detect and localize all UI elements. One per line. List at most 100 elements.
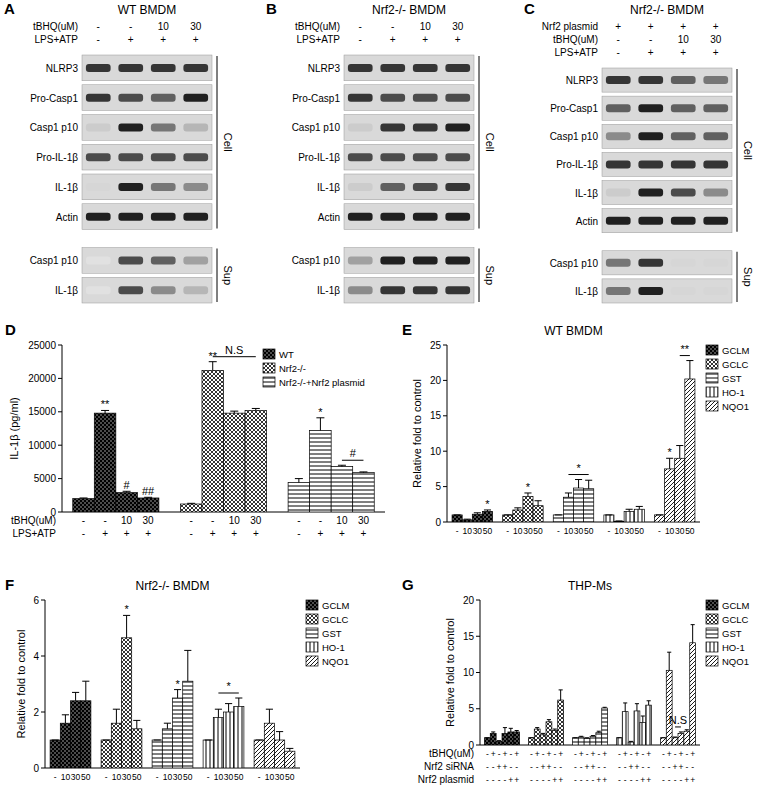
group-bracket (217, 249, 218, 303)
band (413, 64, 438, 72)
band (118, 213, 143, 221)
bar (254, 740, 264, 768)
error-bar (535, 728, 539, 729)
row-label: Casp1 p10 (292, 122, 341, 133)
blot-strip (602, 124, 732, 148)
x-tick-label: - (258, 772, 261, 782)
x-tick-label: - (662, 749, 665, 759)
bar (183, 681, 193, 768)
band (86, 64, 111, 72)
band (151, 183, 176, 191)
legend-swatch (706, 387, 718, 397)
band (348, 153, 373, 161)
row-label: NLRP3 (566, 75, 599, 86)
blot-strip (344, 174, 474, 200)
band (413, 213, 438, 221)
x-tick-label: - (54, 772, 57, 782)
row-label: Casp1 p10 (30, 122, 79, 133)
legend-swatch (706, 345, 718, 355)
error-bar (529, 737, 533, 738)
band (413, 94, 438, 102)
band (606, 104, 631, 112)
legend-swatch (706, 642, 718, 652)
band (183, 256, 208, 264)
bar (602, 708, 608, 745)
x-tick-label: + (210, 528, 216, 539)
error-bar (295, 479, 303, 483)
annotation: * (175, 678, 180, 690)
error-bar (497, 740, 501, 742)
x-tick-label: - (486, 749, 489, 759)
band (380, 286, 405, 294)
y-tick (443, 522, 447, 523)
error-bar (485, 737, 489, 738)
header-value: 10 (678, 34, 690, 45)
band (445, 94, 470, 102)
y-tick (41, 600, 45, 601)
error-bar (509, 728, 513, 732)
y-tick-label: 20 (463, 595, 475, 606)
x-tick-label: + (602, 749, 607, 759)
band (118, 94, 143, 102)
band (183, 64, 208, 72)
band (86, 286, 111, 294)
band (606, 287, 631, 295)
panel-letter: D (5, 321, 16, 338)
legend-swatch (706, 614, 718, 624)
x-tick-label: - (597, 749, 600, 759)
x-tick-label: - (486, 775, 489, 785)
band (380, 183, 405, 191)
bar (624, 511, 634, 522)
x-tick-label: + (634, 749, 639, 759)
x-tick-label: 50 (483, 526, 493, 536)
x-tick-label: - (297, 515, 300, 526)
band (671, 217, 696, 225)
y-tick-label: 10000 (28, 440, 56, 451)
x-tick-label: - (319, 515, 322, 526)
header-value: + (128, 34, 134, 45)
panel-letter: E (402, 321, 412, 338)
legend-label: Nrf2-/- (279, 363, 306, 374)
x-tick-label: + (558, 749, 563, 759)
x-tick-label: - (586, 749, 589, 759)
x-row-label: LPS+ATP (13, 528, 57, 539)
blot-strip (602, 68, 732, 92)
bar (678, 733, 684, 745)
row-label: Casp1 p10 (550, 131, 599, 142)
row-label: Casp1 p10 (550, 258, 599, 269)
annotation: * (124, 603, 129, 615)
legend: WTNrf2-/-Nrf2-/-+Nrf2 plasmid (263, 349, 365, 388)
band (671, 287, 696, 295)
legend-swatch (306, 614, 318, 624)
bar (553, 515, 563, 522)
x-tick-label: 50 (685, 526, 695, 536)
annotation: * (526, 481, 531, 493)
error-bar (266, 709, 273, 723)
x-tick-label: - (190, 515, 193, 526)
y-tick (443, 486, 447, 487)
annotation-bracket (568, 474, 588, 475)
y-tick-label: 15000 (28, 406, 56, 417)
legend: GCLMGCLCGSTHO-1NQO1 (306, 600, 350, 667)
band (151, 123, 176, 131)
row-label: IL-1β (55, 285, 78, 296)
error-bar (676, 446, 683, 459)
chart: FNrf2-/- BMDM0246Relative fold to contro… (5, 576, 350, 782)
band (703, 132, 728, 140)
bar (472, 514, 482, 522)
y-tick (58, 445, 62, 446)
error-bar (503, 728, 507, 734)
error-bar (454, 514, 461, 515)
band (671, 104, 696, 112)
y-tick (476, 745, 480, 746)
band (703, 76, 728, 84)
band (703, 104, 728, 112)
blot-title: WT BMDM (118, 3, 176, 17)
band (445, 286, 470, 294)
annotation: * (576, 462, 581, 474)
annotation: * (667, 446, 672, 458)
error-bar (559, 690, 563, 700)
x-tick-label: - (592, 775, 595, 785)
blot-panel: AWT BMDMtBHQ(uM)--1030LPS+ATP-+++NLRP3Pr… (4, 0, 234, 303)
bar (654, 515, 664, 522)
